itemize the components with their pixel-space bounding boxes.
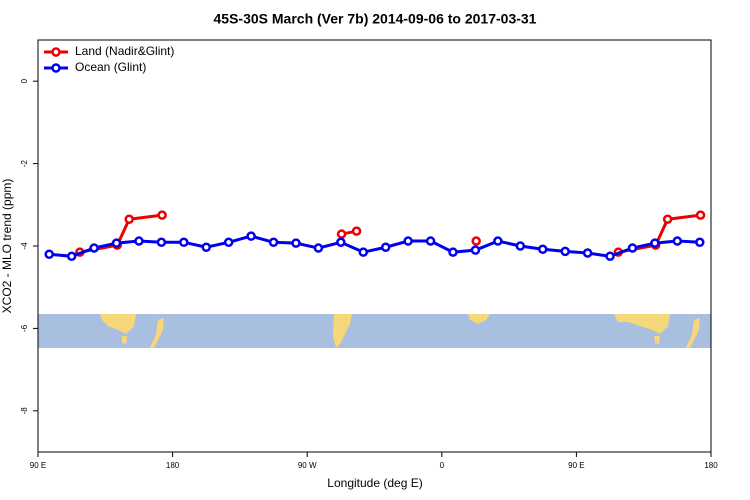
point [493, 236, 503, 246]
y-tick-label: -2 [20, 159, 29, 167]
point [44, 249, 54, 259]
point [470, 245, 481, 255]
point [336, 229, 347, 239]
y-tick-label: -4 [20, 242, 29, 250]
point [66, 251, 77, 262]
point [515, 241, 526, 251]
x-tick-label: 0 [440, 461, 445, 470]
y-tick-label: -6 [20, 324, 29, 332]
x-tick-label: 180 [704, 461, 718, 470]
map-strip [38, 314, 711, 348]
legend-label: Ocean (Glint) [75, 60, 146, 74]
point [582, 248, 593, 258]
point [156, 237, 167, 248]
point [662, 214, 673, 224]
point [627, 243, 638, 253]
point [111, 238, 122, 248]
point [223, 237, 234, 248]
point [89, 243, 99, 253]
point [605, 251, 615, 262]
point [358, 247, 369, 257]
point [313, 243, 324, 253]
y-tick-label: -8 [20, 407, 29, 415]
legend-label: Land (Nadir&Glint) [75, 44, 174, 58]
point [134, 236, 144, 246]
point [695, 210, 706, 220]
point [560, 246, 570, 257]
point [268, 237, 279, 248]
point [246, 231, 256, 241]
point [695, 237, 705, 248]
point [336, 237, 346, 248]
y-tick-label: 0 [20, 78, 29, 83]
plot-frame [37, 39, 712, 453]
series-line [49, 234, 700, 258]
point [201, 242, 211, 252]
x-tick-label: 90 W [298, 461, 317, 470]
point [672, 236, 683, 246]
point [179, 237, 189, 248]
legend-marker [51, 63, 61, 73]
x-tick-label: 180 [166, 461, 180, 470]
point [351, 226, 362, 236]
point [448, 247, 458, 257]
point [650, 238, 660, 248]
chart-title: 45S-30S March (Ver 7b) 2014-09-06 to 201… [214, 11, 537, 27]
x-axis-label: Longitude (deg E) [327, 476, 422, 490]
point [471, 236, 481, 246]
point [124, 214, 134, 224]
point [380, 242, 391, 252]
legend-marker [51, 47, 61, 57]
point [157, 210, 167, 220]
point [425, 236, 436, 246]
x-tick-label: 90 E [568, 461, 584, 470]
x-tick-label: 90 E [30, 461, 46, 470]
y-axis-label: XCO2 - MLO trend (ppm) [0, 179, 14, 314]
point [291, 238, 301, 248]
point [538, 244, 548, 255]
point [403, 236, 413, 246]
